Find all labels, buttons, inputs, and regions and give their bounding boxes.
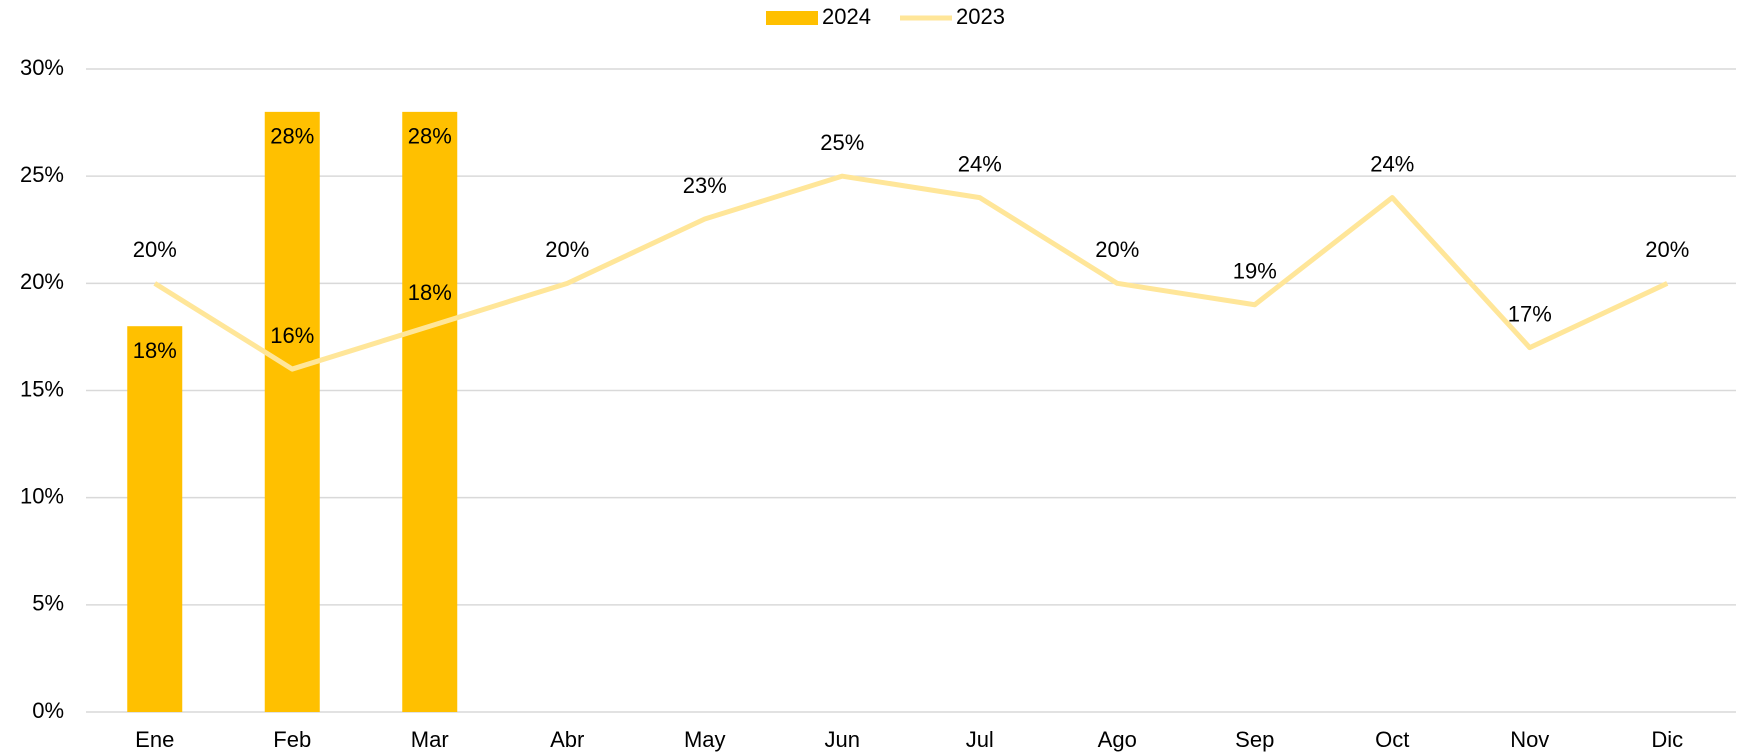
x-tick-label: Mar [411,727,449,752]
bar [264,111,320,712]
line-value-label: 19% [1233,259,1277,284]
x-tick-label: Ago [1098,727,1137,752]
x-tick-label: May [684,727,726,752]
legend-swatch [766,11,818,25]
y-tick-label: 25% [20,162,64,187]
x-tick-label: Feb [273,727,311,752]
line-value-label: 20% [545,237,589,262]
y-tick-label: 30% [20,55,64,80]
line-value-label: 20% [1645,237,1689,262]
bar [402,111,458,712]
legend-label: 2024 [822,4,871,29]
bar-value-label: 28% [270,124,314,149]
y-tick-label: 15% [20,376,64,401]
line-value-label: 17% [1508,301,1552,326]
x-tick-label: Dic [1651,727,1683,752]
x-tick-label: Sep [1235,727,1274,752]
line-value-label: 20% [133,237,177,262]
line-value-label: 16% [270,323,314,348]
x-tick-label: Ene [135,727,174,752]
bar-value-label: 18% [133,338,177,363]
line-value-label: 23% [683,173,727,198]
line-value-label: 24% [958,151,1002,176]
y-tick-label: 10% [20,483,64,508]
line-value-label: 20% [1095,237,1139,262]
x-tick-label: Jul [966,727,994,752]
bar [127,326,183,712]
line-value-label: 18% [408,280,452,305]
y-tick-label: 0% [32,698,64,723]
line [153,173,1669,372]
line-value-label: 24% [1370,151,1414,176]
bar-value-label: 28% [408,124,452,149]
x-tick-label: Nov [1510,727,1549,752]
legend-label: 2023 [956,4,1005,29]
y-tick-label: 5% [32,591,64,616]
x-tick-label: Abr [550,727,584,752]
y-tick-label: 20% [20,269,64,294]
x-tick-label: Oct [1375,727,1409,752]
line-value-label: 25% [820,130,864,155]
x-tick-label: Jun [825,727,860,752]
